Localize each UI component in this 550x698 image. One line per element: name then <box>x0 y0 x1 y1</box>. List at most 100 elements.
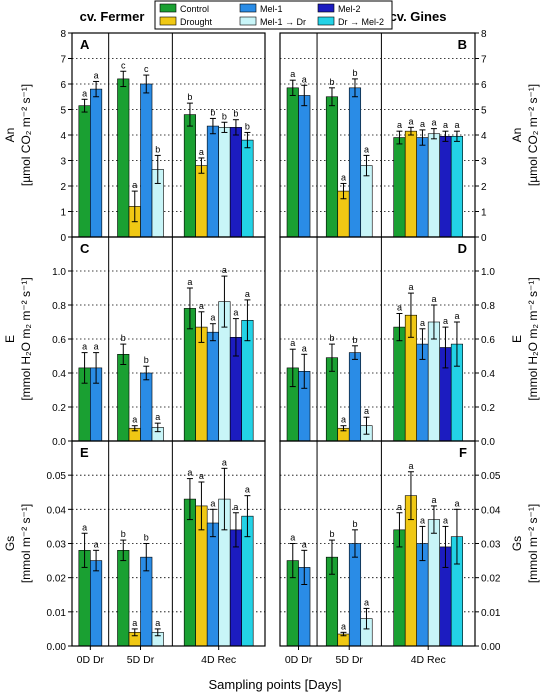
significance-letter: a <box>233 308 238 318</box>
significance-letter: a <box>82 522 87 532</box>
significance-letter: a <box>420 119 425 129</box>
significance-letter: a <box>302 74 307 84</box>
y-tick-label: 0.0 <box>481 437 495 448</box>
y-tick-label: 0.00 <box>481 642 501 653</box>
panel-letter: A <box>80 37 90 52</box>
significance-letter: a <box>245 289 250 299</box>
significance-letter: c <box>121 60 126 70</box>
bar <box>140 372 153 442</box>
significance-letter: b <box>329 77 334 87</box>
y-tick-label: 8 <box>60 29 66 40</box>
significance-letter: b <box>329 333 334 343</box>
significance-letter: a <box>155 618 160 628</box>
significance-letter: a <box>222 457 227 467</box>
significance-letter: a <box>420 515 425 525</box>
x-tick-label: 5D Dr <box>336 654 364 666</box>
cultivar-left-title: cv. Fermer <box>80 9 145 24</box>
bar <box>360 165 373 238</box>
y-tick-label: 6 <box>60 80 66 91</box>
bar <box>78 105 91 238</box>
panel-letter: F <box>459 445 467 460</box>
legend-swatch <box>239 3 257 13</box>
significance-letter: b <box>329 529 334 539</box>
significance-letter: a <box>233 502 238 512</box>
significance-letter: a <box>132 618 137 628</box>
bar <box>183 114 196 238</box>
significance-letter: a <box>454 498 459 508</box>
bar <box>117 550 130 647</box>
y-tick-label: 5 <box>481 106 487 117</box>
legend: Control Drought Mel-1 Mel-1 → Dr Mel-2 Dr → M… <box>154 0 393 30</box>
y-tick-label: 1 <box>481 208 487 219</box>
y-tick-label: 0.01 <box>481 608 501 619</box>
y-tick-label: 6 <box>481 80 487 91</box>
significance-letter: a <box>431 294 436 304</box>
significance-letter: b <box>121 333 126 343</box>
significance-letter: a <box>454 311 459 321</box>
y-axis-title: [mmol H₂O m₂ m⁻² s⁻¹] <box>526 277 540 400</box>
significance-letter: b <box>245 121 250 131</box>
significance-letter: a <box>199 471 204 481</box>
y-axis-title: E <box>510 335 524 343</box>
y-tick-label: 0.02 <box>47 574 67 585</box>
significance-letter: b <box>121 529 126 539</box>
panel-letter: B <box>458 37 467 52</box>
x-axis-title: Sampling points [Days] <box>209 677 342 692</box>
significance-letter: b <box>352 519 357 529</box>
significance-letter: b <box>222 111 227 121</box>
y-tick-label: 4 <box>481 131 487 142</box>
significance-letter: a <box>222 265 227 275</box>
bar <box>439 135 452 238</box>
y-tick-label: 7 <box>481 55 487 66</box>
y-tick-label: 2 <box>60 182 66 193</box>
bar <box>218 127 231 238</box>
legend-swatch <box>159 16 177 26</box>
y-tick-label: 0.05 <box>47 471 67 482</box>
bar <box>450 135 464 238</box>
significance-letter: b <box>210 107 215 117</box>
y-tick-label: 4 <box>60 131 66 142</box>
y-tick-label: 0.01 <box>47 608 67 619</box>
axes: 0123456780123456780.00.20.40.60.81.00.00… <box>3 29 540 666</box>
significance-letter: a <box>82 88 87 98</box>
significance-letter: a <box>210 498 215 508</box>
significance-letter: a <box>290 533 295 543</box>
y-tick-label: 0.6 <box>481 335 495 346</box>
legend-swatch <box>239 16 257 26</box>
legend-label: Mel-1 <box>260 4 283 14</box>
y-axis-title: [µmol CO₂ m⁻² s⁻¹] <box>526 84 540 186</box>
significance-letter: b <box>187 92 192 102</box>
legend-label: Mel-1 → Dr <box>260 17 306 27</box>
bar <box>90 560 103 647</box>
significance-letter: a <box>302 539 307 549</box>
y-tick-label: 3 <box>481 157 487 168</box>
y-tick-label: 1 <box>60 208 66 219</box>
y-tick-label: 0.4 <box>481 369 495 380</box>
y-tick-label: 1.0 <box>481 267 495 278</box>
significance-letter: a <box>431 118 436 128</box>
significance-letter: a <box>187 277 192 287</box>
y-tick-label: 0.4 <box>52 369 66 380</box>
bar <box>348 543 362 647</box>
x-tick-label: 0D Dr <box>285 654 313 666</box>
bar <box>206 125 219 238</box>
y-axis-title: An <box>3 128 17 143</box>
significance-letter: a <box>94 539 99 549</box>
y-tick-label: 0.02 <box>481 574 501 585</box>
legend-swatch <box>317 3 335 13</box>
significance-letter: a <box>132 180 137 190</box>
significance-letter: a <box>290 69 295 79</box>
significance-letter: a <box>431 495 436 505</box>
bar <box>393 326 406 442</box>
bar <box>206 522 219 647</box>
y-tick-label: 0.8 <box>52 301 66 312</box>
y-tick-label: 0.2 <box>52 403 66 414</box>
significance-letter: a <box>364 406 369 416</box>
significance-letter: a <box>420 318 425 328</box>
y-tick-label: 0.05 <box>481 471 501 482</box>
